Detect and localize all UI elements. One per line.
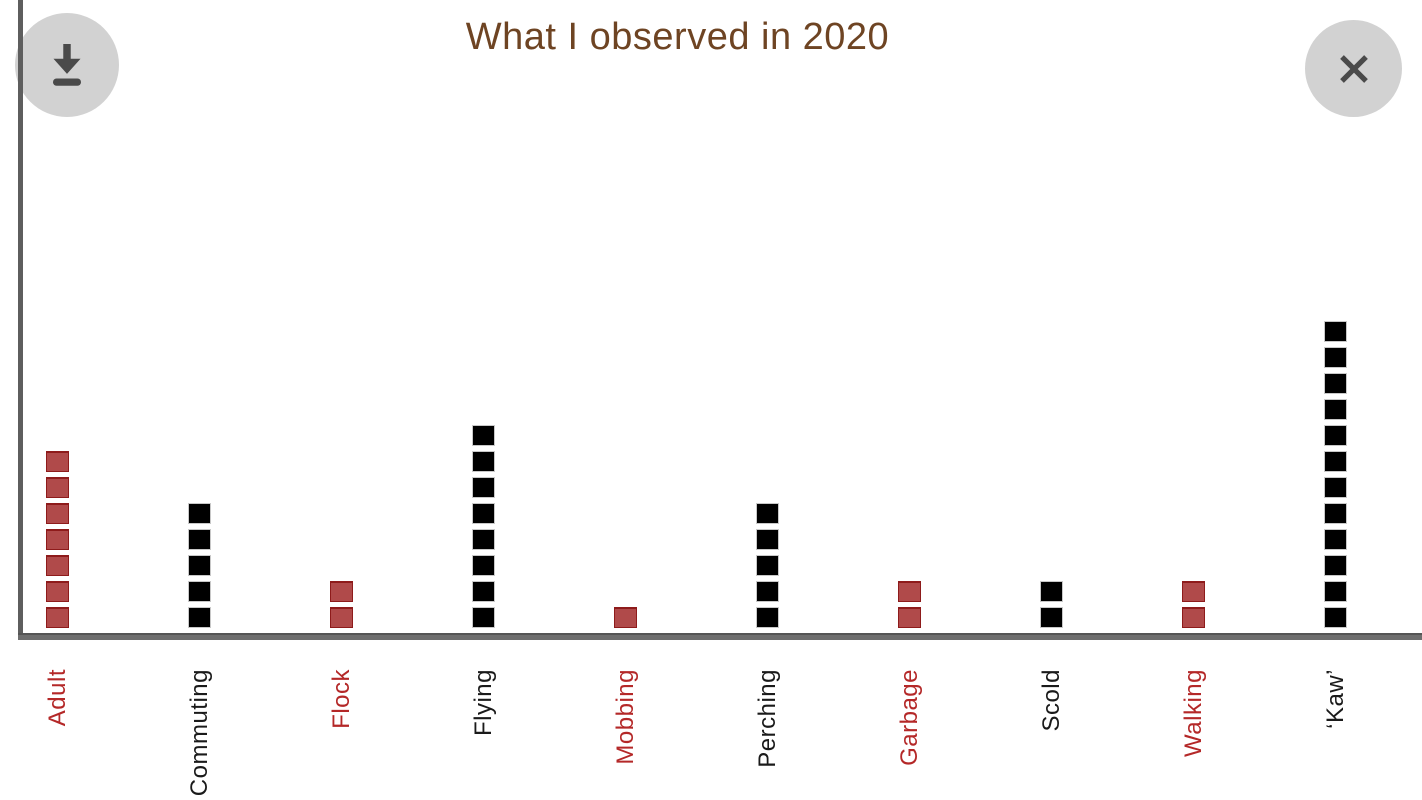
unit-square (1324, 555, 1347, 576)
close-button[interactable] (1305, 20, 1402, 117)
unit-square (188, 607, 211, 628)
unit-square (1324, 503, 1347, 524)
unit-square (46, 529, 69, 550)
unit-square (1182, 607, 1205, 628)
x-tick-label: ‘Kaw’ (1322, 669, 1349, 729)
unit-square (1324, 321, 1347, 342)
chart-title: What I observed in 2020 (465, 16, 890, 58)
bar-kaw (1324, 321, 1347, 628)
unit-square (330, 581, 353, 602)
unit-square (472, 477, 495, 498)
unit-square (46, 503, 69, 524)
unit-square (188, 503, 211, 524)
unit-square (1324, 451, 1347, 472)
bar-flying (472, 425, 495, 628)
unit-square (1324, 425, 1347, 446)
x-tick-label: Walking (1180, 669, 1207, 757)
bar-garbage (898, 581, 921, 628)
unit-square (330, 607, 353, 628)
x-tick-label: Commuting (186, 669, 213, 797)
unit-square (472, 425, 495, 446)
unit-square (756, 581, 779, 602)
unit-square (756, 555, 779, 576)
x-tick-label: Scold (1038, 669, 1065, 732)
unit-square (472, 503, 495, 524)
unit-square (46, 451, 69, 472)
unit-square (1040, 607, 1063, 628)
unit-square (1324, 581, 1347, 602)
unit-square (1324, 607, 1347, 628)
unit-square (898, 581, 921, 602)
x-tick-label: Mobbing (612, 669, 639, 765)
unit-square (472, 607, 495, 628)
unit-square (188, 529, 211, 550)
unit-square (472, 581, 495, 602)
unit-square (1324, 529, 1347, 550)
unit-square (1182, 581, 1205, 602)
unit-square (1324, 399, 1347, 420)
unit-square (614, 607, 637, 628)
unit-square (472, 451, 495, 472)
unit-square (1324, 347, 1347, 368)
unit-square (756, 529, 779, 550)
unit-square (188, 555, 211, 576)
unit-square (756, 503, 779, 524)
bar-commuting (188, 503, 211, 628)
bar-scold (1040, 581, 1063, 628)
unit-square (472, 529, 495, 550)
bar-walking (1182, 581, 1205, 628)
unit-square (756, 607, 779, 628)
unit-square (188, 581, 211, 602)
bar-mobbing (614, 607, 637, 628)
unit-square (898, 607, 921, 628)
x-tick-label: Flying (470, 669, 497, 737)
bar-perching (756, 503, 779, 628)
unit-square (1324, 477, 1347, 498)
x-tick-label: Adult (44, 669, 71, 727)
bar-flock (330, 581, 353, 628)
close-icon (1339, 54, 1368, 83)
bar-adult (46, 451, 69, 628)
unit-square (46, 477, 69, 498)
download-button[interactable] (15, 13, 119, 117)
unit-square (46, 607, 69, 628)
x-axis-line (18, 633, 1422, 640)
unit-square (1040, 581, 1063, 602)
unit-square (1324, 373, 1347, 394)
unit-square (46, 581, 69, 602)
x-tick-label: Perching (754, 669, 781, 768)
download-icon (53, 44, 81, 86)
y-axis-line (18, 0, 23, 640)
unit-square (46, 555, 69, 576)
unit-square (472, 555, 495, 576)
x-tick-label: Garbage (896, 669, 923, 766)
x-tick-label: Flock (328, 669, 355, 729)
